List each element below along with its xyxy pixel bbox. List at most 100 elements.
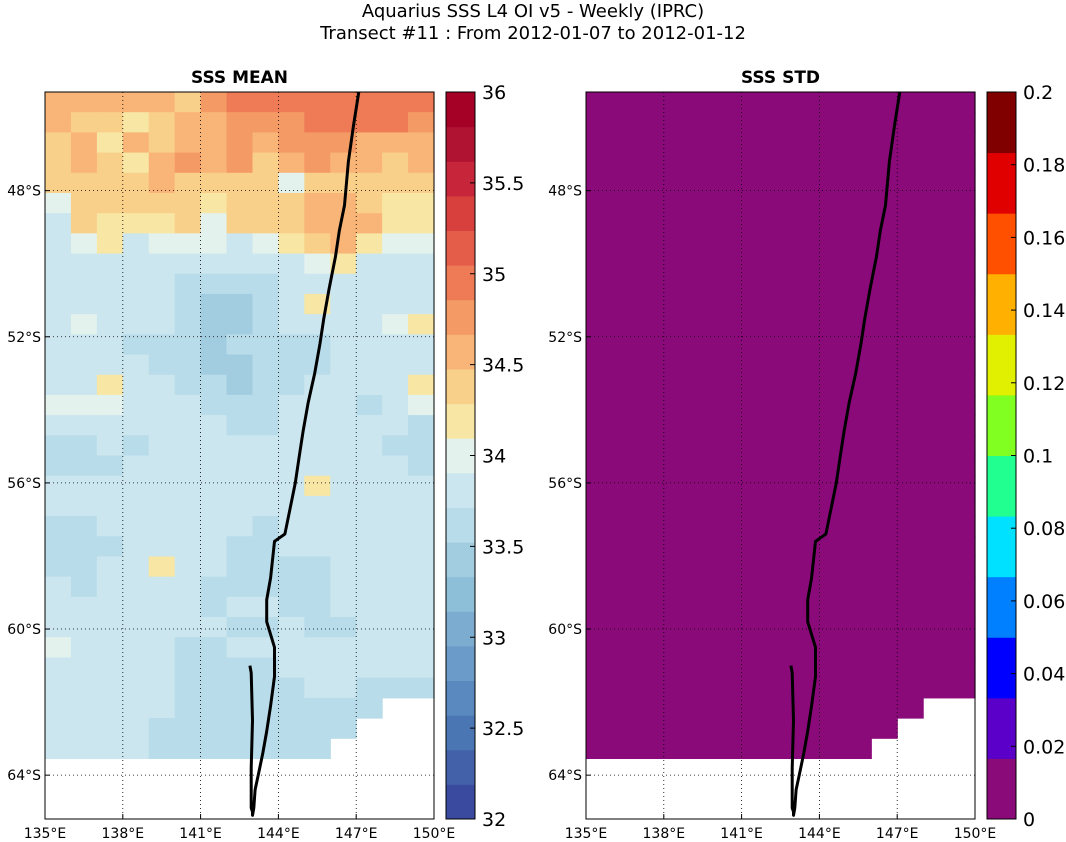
sss-std-cell bbox=[767, 596, 795, 618]
sss-mean-cell bbox=[356, 677, 383, 699]
sss-std-cell bbox=[715, 314, 743, 335]
sss-std-cell bbox=[741, 657, 769, 679]
colorbar-tick-label: 0.02 bbox=[1023, 736, 1065, 758]
sss-mean-cell bbox=[252, 354, 279, 376]
sss-mean-cell bbox=[226, 536, 254, 558]
sss-mean-cell bbox=[382, 233, 409, 255]
sss-std-cell bbox=[767, 657, 795, 679]
sss-mean-cell bbox=[382, 354, 409, 376]
sss-mean-cell bbox=[122, 435, 150, 457]
sss-std-cell bbox=[689, 435, 717, 457]
sss-std-cell bbox=[845, 556, 872, 578]
sss-mean-cell bbox=[382, 657, 409, 679]
sss-mean-cell bbox=[45, 374, 72, 396]
sss-std-cell bbox=[949, 394, 976, 416]
sss-mean-cell bbox=[278, 697, 305, 719]
sss-mean-cell bbox=[330, 596, 357, 618]
sss-std-cell bbox=[897, 455, 924, 477]
sss-mean-cell bbox=[96, 596, 124, 618]
colorbar-segment bbox=[446, 542, 475, 578]
sss-mean-cell bbox=[252, 657, 279, 679]
sss-std-cell bbox=[611, 495, 639, 517]
sss-std-cell bbox=[793, 172, 820, 194]
sss-mean-cell bbox=[174, 475, 202, 497]
sss-mean-cell bbox=[200, 697, 228, 719]
sss-std-cell bbox=[611, 475, 639, 497]
sss-mean-cell bbox=[226, 273, 254, 295]
sss-mean-cell bbox=[330, 152, 357, 174]
sss-std-cell bbox=[897, 334, 924, 356]
sss-std-cell bbox=[663, 617, 691, 638]
sss-mean-cell bbox=[96, 192, 124, 214]
sss-mean-cell bbox=[122, 536, 150, 558]
sss-mean-cell bbox=[382, 152, 409, 174]
sss-std-cell bbox=[923, 334, 950, 356]
sss-mean-cell bbox=[174, 516, 202, 537]
sss-std-cell bbox=[611, 374, 639, 396]
sss-mean-cell bbox=[252, 112, 279, 133]
sss-std-cell bbox=[741, 253, 769, 275]
sss-mean-cell bbox=[382, 172, 409, 194]
sss-std-cell bbox=[611, 435, 639, 457]
sss-std-cell bbox=[923, 536, 950, 558]
sss-std-cell bbox=[663, 273, 691, 295]
x-tick-label: 138°E bbox=[643, 826, 686, 842]
sss-std-cell bbox=[637, 172, 665, 194]
sss-std-cell bbox=[845, 576, 872, 598]
sss-std-cell bbox=[845, 657, 872, 679]
sss-mean-cell bbox=[200, 475, 228, 497]
sss-std-cell bbox=[897, 92, 924, 113]
sss-std-cell bbox=[767, 475, 795, 497]
sss-mean-cell bbox=[226, 718, 254, 739]
sss-mean-cell bbox=[382, 273, 409, 295]
sss-mean-cell bbox=[278, 637, 305, 659]
sss-std-cell bbox=[767, 415, 795, 436]
sss-std-cell bbox=[689, 637, 717, 659]
colorbar-tick-label: 33 bbox=[482, 627, 506, 649]
sss-std-cell bbox=[741, 334, 769, 356]
sss-std-cell bbox=[586, 415, 613, 436]
sss-std-cell bbox=[637, 112, 665, 133]
sss-mean-cell bbox=[122, 92, 150, 113]
sss-std-cell bbox=[663, 718, 691, 739]
sss-std-cell bbox=[663, 495, 691, 517]
sss-std-cell bbox=[689, 617, 717, 638]
colorbar-segment bbox=[987, 455, 1016, 517]
sss-std-cell bbox=[923, 596, 950, 618]
colorbar-segment bbox=[446, 611, 475, 647]
sss-std-cell bbox=[741, 697, 769, 719]
sss-std-cell bbox=[611, 273, 639, 295]
sss-std-cell bbox=[586, 637, 613, 659]
sss-mean-cell bbox=[278, 556, 305, 578]
sss-std-cell bbox=[715, 354, 743, 376]
colorbar-segment bbox=[987, 213, 1016, 275]
sss-std-cell bbox=[819, 637, 846, 659]
sss-mean-cell bbox=[122, 233, 150, 255]
sss-std-cell bbox=[897, 233, 924, 255]
sss-std-cell bbox=[767, 738, 795, 760]
sss-std-cell bbox=[715, 394, 743, 416]
sss-mean-cell bbox=[408, 92, 435, 113]
sss-mean-cell bbox=[252, 738, 279, 760]
sss-std-cell bbox=[689, 738, 717, 760]
sss-std-cell bbox=[611, 596, 639, 618]
sss-std-cell bbox=[663, 172, 691, 194]
sss-std-cell bbox=[715, 455, 743, 477]
colorbar-segment bbox=[987, 697, 1016, 759]
sss-mean-cell bbox=[304, 314, 331, 335]
sss-mean-cell bbox=[304, 112, 331, 133]
sss-mean-cell bbox=[200, 192, 228, 214]
sss-std-cell bbox=[689, 657, 717, 679]
sss-mean-cell bbox=[200, 738, 228, 760]
sss-std-cell bbox=[949, 314, 976, 335]
sss-std-cell bbox=[586, 435, 613, 457]
sss-mean-cell bbox=[200, 374, 228, 396]
sss-mean-cell bbox=[408, 516, 435, 537]
sss-mean-cell bbox=[148, 213, 176, 234]
sss-std-cell bbox=[611, 394, 639, 416]
sss-std-cell bbox=[819, 314, 846, 335]
sss-std-cell bbox=[949, 475, 976, 497]
sss-std-cell bbox=[586, 617, 613, 638]
sss-std-cell bbox=[767, 172, 795, 194]
sss-std-cell bbox=[819, 354, 846, 376]
